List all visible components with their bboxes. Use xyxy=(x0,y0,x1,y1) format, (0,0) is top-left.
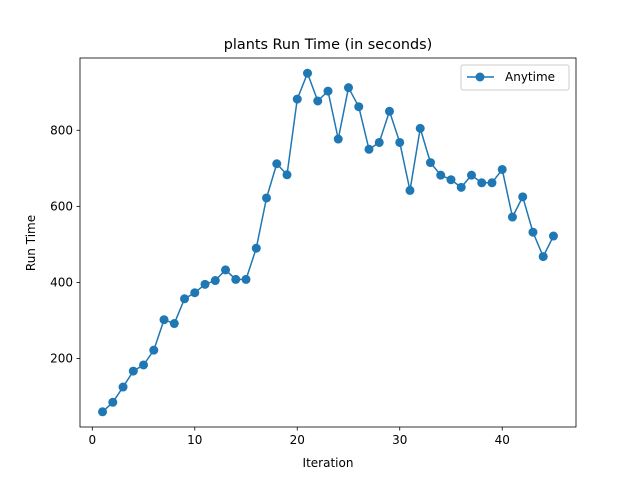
data-point xyxy=(128,366,138,376)
data-point xyxy=(231,274,241,284)
data-point xyxy=(364,144,374,154)
plot-frame xyxy=(79,57,577,428)
y-tick-label: 400 xyxy=(50,275,73,289)
data-point xyxy=(210,276,220,286)
data-point xyxy=(538,252,548,262)
data-point xyxy=(333,134,343,144)
data-point xyxy=(303,68,313,78)
x-tick-label: 40 xyxy=(495,433,510,447)
data-point xyxy=(241,274,251,284)
data-point xyxy=(528,227,538,237)
data-point xyxy=(456,182,466,192)
data-point xyxy=(169,319,179,329)
data-point xyxy=(221,265,231,275)
data-point xyxy=(108,397,118,407)
data-point xyxy=(405,185,415,195)
y-axis-label: Run Time xyxy=(24,215,38,271)
data-point xyxy=(395,137,405,147)
legend-box xyxy=(460,64,570,91)
x-tick-label: 20 xyxy=(290,433,305,447)
data-point xyxy=(425,158,435,168)
data-point xyxy=(466,170,476,180)
data-point xyxy=(292,94,302,104)
data-point xyxy=(200,279,210,289)
data-point xyxy=(262,193,272,203)
data-point xyxy=(343,83,353,93)
data-point xyxy=(251,243,261,253)
data-point xyxy=(507,212,517,222)
data-point xyxy=(313,96,323,106)
data-point xyxy=(190,288,200,298)
data-point xyxy=(436,170,446,180)
legend-marker xyxy=(475,72,485,82)
data-point xyxy=(354,102,364,112)
x-tick-label: 0 xyxy=(88,433,96,447)
data-point xyxy=(118,382,128,392)
x-tick-label: 30 xyxy=(392,433,407,447)
data-point xyxy=(282,170,292,180)
data-point xyxy=(518,192,528,202)
legend-label: Anytime xyxy=(505,70,555,84)
x-axis-label: Iteration xyxy=(303,456,354,470)
data-point xyxy=(323,86,333,96)
y-tick-label: 600 xyxy=(50,199,73,213)
data-point xyxy=(487,178,497,188)
data-point xyxy=(477,178,487,188)
data-point xyxy=(548,231,558,241)
data-point xyxy=(272,159,282,169)
data-point xyxy=(374,137,384,147)
data-point xyxy=(497,164,507,174)
data-point xyxy=(139,360,149,370)
data-point xyxy=(98,407,108,417)
chart-title: plants Run Time (in seconds) xyxy=(224,37,433,53)
data-point xyxy=(446,175,456,185)
x-tick-label: 10 xyxy=(187,433,202,447)
data-point xyxy=(384,106,394,116)
y-tick-label: 200 xyxy=(50,352,73,366)
data-point xyxy=(159,315,169,325)
plot-area: 0 10 20 30 40 200 400 600 800 xyxy=(50,68,558,447)
data-point xyxy=(180,294,190,304)
legend: Anytime xyxy=(460,64,570,91)
data-point xyxy=(149,345,159,355)
data-point xyxy=(415,123,425,133)
y-tick-label: 800 xyxy=(50,123,73,137)
